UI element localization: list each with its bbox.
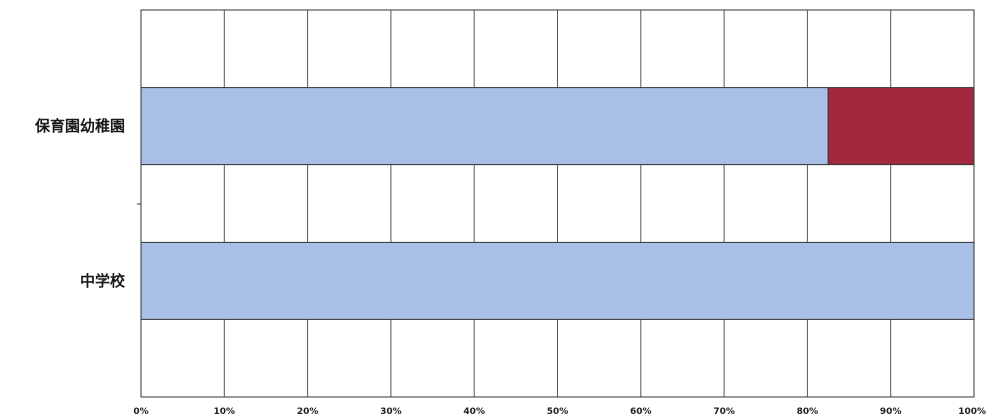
x-tick-label: 60% (630, 407, 652, 417)
bars (140, 87, 975, 320)
bar-segment (140, 241, 975, 320)
bar-segment (140, 87, 829, 166)
x-tick-label: 100% (958, 407, 986, 417)
x-tick-label: 20% (297, 407, 319, 417)
x-tick-labels: 0% 10% 20% 30% 40% 50% 60% 70% 80% 90% 100% (133, 407, 986, 417)
x-tick-label: 30% (380, 407, 402, 417)
x-tick-label: 70% (713, 407, 735, 417)
bar-segment (827, 87, 975, 166)
gridlines (223, 10, 892, 397)
x-tick-label: 80% (797, 407, 819, 417)
category-label: 中学校 (80, 272, 126, 290)
category-label: 保育園幼稚園 (34, 117, 125, 135)
x-tick-label: 10% (214, 407, 236, 417)
x-tick-label: 50% (547, 407, 569, 417)
x-tick-label: 0% (133, 407, 148, 417)
x-tick-label: 40% (463, 407, 485, 417)
x-tick-label: 90% (880, 407, 902, 417)
